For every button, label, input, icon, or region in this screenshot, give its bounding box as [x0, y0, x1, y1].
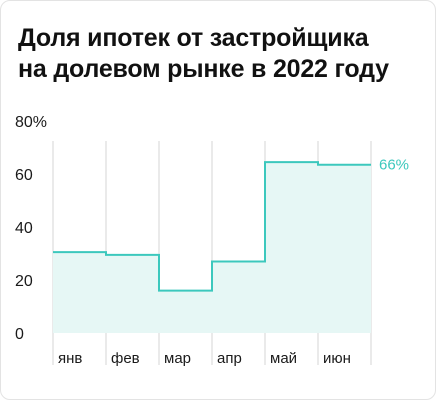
x-tick-label: янв — [58, 350, 82, 367]
x-tick-label: апр — [217, 350, 242, 367]
area-segment-мар — [159, 290, 212, 333]
area-segment-апр — [212, 261, 265, 333]
area-segment-май — [265, 162, 318, 333]
chart-title-line-1: Доля ипотек от застройщика — [18, 24, 369, 52]
chart-title: Доля ипотек от застройщика на долевом ры… — [18, 23, 418, 85]
y-tick-label: 80% — [15, 114, 47, 131]
y-tick-label: 0 — [15, 326, 24, 343]
x-tick-label: фев — [111, 350, 140, 367]
area-segment-фев — [106, 254, 159, 333]
y-tick-label: 20 — [15, 273, 33, 290]
area-segment-янв — [53, 252, 106, 333]
x-tick-label: июн — [323, 350, 351, 367]
chart-title-line-2: на долевом рынке в 2022 году — [18, 55, 389, 83]
x-tick-label: май — [270, 350, 297, 367]
y-tick-label: 60 — [15, 167, 33, 184]
area-segment-июн — [318, 164, 371, 333]
y-tick-label: 40 — [15, 220, 33, 237]
x-tick-label: мар — [164, 350, 191, 367]
series-step-line — [53, 161, 371, 292]
end-value-label: 66% — [379, 157, 409, 174]
